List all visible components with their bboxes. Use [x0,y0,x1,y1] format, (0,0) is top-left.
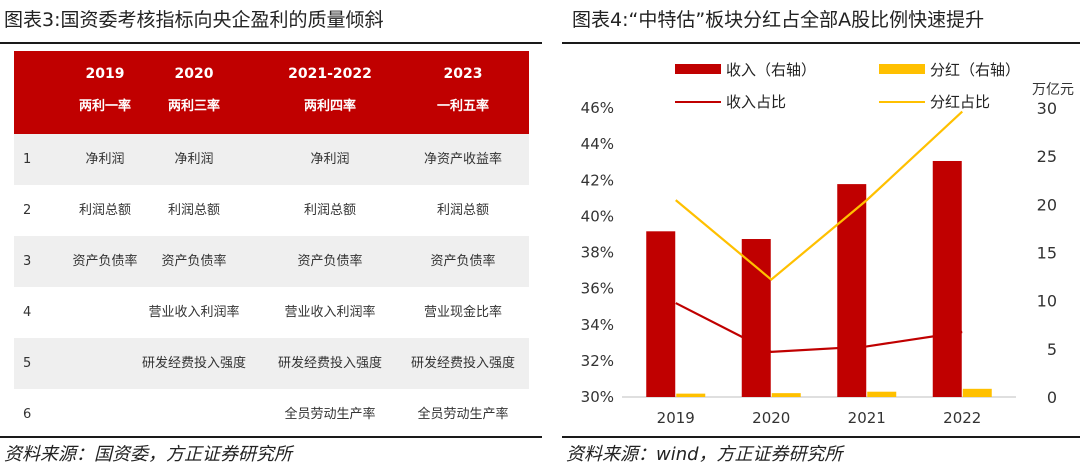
table-row: 1 净利润 净利润 净利润 净资产收益率 [14,134,529,185]
header-year: 2023 [443,66,483,82]
revenue-bar [741,239,771,397]
table-header: 2019 两利一率 2020 两利三率 2021-2022 两利四率 2023 … [14,51,529,134]
table-cell: 利润总额 [303,203,356,218]
chart-bars [646,160,992,397]
legend-label-dividend-share: 分红占比 [930,93,990,111]
chart-axes: 30% 32% 34% 36% 38% 40% 42% 44% 46% 0 5 10 15 20 25 30 2… [581,99,1057,427]
left-axis-tick: 44% [581,135,614,153]
table-cell: 营业现金比率 [423,305,502,320]
table-cell: 资产负债率 [161,254,227,269]
right-axis-unit: 万亿元 [1032,82,1074,98]
header-name: 两利三率 [167,99,220,114]
table-cell: 净利润 [310,152,350,167]
table-row: 6 全员劳动生产率 全员劳动生产率 [14,389,529,440]
kpi-table: 2019 两利一率 2020 两利三率 2021-2022 两利四率 2023 … [14,51,529,440]
right-axis-tick: 20 [1037,195,1057,214]
left-axis-tick: 36% [581,280,614,298]
table-cell: 营业收入利润率 [148,305,240,320]
table-row: 5 研发经费投入强度 研发经费投入强度 研发经费投入强度 [14,338,529,389]
right-panel-title: 图表4:“中特估”板块分红占全部A股比例快速提升 [572,9,985,31]
legend-label-revenue: 收入（右轴） [726,61,816,79]
table-cell: 营业收入利润率 [284,305,376,320]
header-name: 一利五率 [436,99,489,114]
row-number: 6 [23,407,32,422]
right-axis-tick: 15 [1037,244,1057,263]
chart-legend: 收入（右轴） 分红（右轴） 收入占比 分红占比 [675,61,1020,111]
dividend-share-chart: 收入（右轴） 分红（右轴） 收入占比 分红占比 万亿元 30% 32% 34% 36%… [581,61,1074,427]
row-number: 4 [23,305,32,320]
table-cell: 全员劳动生产率 [284,407,376,422]
table-cell: 净资产收益率 [423,152,502,167]
revenue-bar [932,160,962,397]
header-col-2: 2020 两利三率 [144,51,244,114]
left-axis-tick: 42% [581,171,614,189]
header-name: 两利一率 [78,99,131,114]
table-cell: 资产负债率 [297,254,363,269]
x-axis-tick: 2021 [848,409,886,427]
table-row: 4 营业收入利润率 营业收入利润率 营业现金比率 [14,287,529,338]
right-source-note: 资料来源：wind，方正证券研究所 [566,444,843,465]
header-year: 2020 [174,66,214,82]
left-source-note: 资料来源：国资委，方正证券研究所 [4,444,292,465]
table-cell: 净利润 [174,152,214,167]
table-cell: 净利润 [85,152,125,167]
left-axis-tick: 40% [581,207,614,225]
header-year: 2019 [85,66,125,82]
left-axis-tick: 34% [581,316,614,334]
left-footer-rule [0,436,542,438]
row-number: 5 [23,356,32,371]
row-number: 2 [23,203,32,218]
right-axis-tick: 30 [1037,99,1057,118]
right-footer-rule [562,436,1080,438]
table-cell: 研发经费投入强度 [277,356,382,371]
revenue-share-line [675,302,963,353]
revenue-bar [837,184,867,397]
dividend-bar [676,393,706,397]
table-cell: 资产负债率 [72,254,138,269]
revenue-bar [646,231,676,397]
right-axis-tick: 10 [1037,292,1057,311]
header-name: 两利四率 [303,99,356,114]
right-axis-tick: 5 [1047,340,1057,359]
table-row: 2 利润总额 利润总额 利润总额 利润总额 [14,185,529,236]
left-panel-title: 图表3:国资委考核指标向央企盈利的质量倾斜 [4,9,384,31]
left-title-rule [0,42,542,44]
table-cell: 研发经费投入强度 [410,356,515,371]
left-axis-tick: 30% [581,388,614,406]
dividend-bar [962,388,992,397]
x-axis-tick: 2019 [657,409,695,427]
header-col-1: 2019 两利一率 [50,51,160,114]
legend-swatch-dividend [879,64,925,74]
right-title-rule [562,42,1080,44]
row-number: 1 [23,152,32,167]
dividend-bar [771,393,801,397]
table-cell: 研发经费投入强度 [141,356,246,371]
table-cell: 利润总额 [436,203,489,218]
left-axis-tick: 38% [581,244,614,262]
right-axis-tick: 0 [1047,388,1057,407]
dividend-share-line [675,110,963,282]
chart-lines [675,110,963,353]
legend-swatch-revenue [675,64,721,74]
left-axis-tick: 46% [581,99,614,117]
row-number: 3 [23,254,32,269]
x-axis-tick: 2022 [943,409,981,427]
table-cell: 资产负债率 [430,254,496,269]
table-cell: 利润总额 [78,203,131,218]
right-axis-tick: 25 [1037,147,1057,166]
left-axis-tick: 32% [581,352,614,370]
table-cell: 全员劳动生产率 [417,407,509,422]
legend-label-revenue-share: 收入占比 [726,93,786,111]
x-axis-tick: 2020 [752,409,790,427]
header-year: 2021-2022 [288,66,372,82]
legend-label-dividend: 分红（右轴） [930,61,1020,79]
dividend-bar [867,391,897,397]
table-cell: 利润总额 [167,203,220,218]
header-col-3: 2021-2022 两利四率 [262,51,398,114]
table-row: 3 资产负债率 资产负债率 资产负债率 资产负债率 [14,236,529,287]
header-col-4: 2023 一利五率 [398,51,528,114]
